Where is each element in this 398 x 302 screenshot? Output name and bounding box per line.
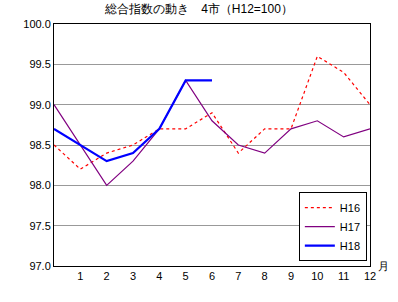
svg-text:総合指数の動き 4市（H12=100）: 総合指数の動き 4市（H12=100） [104, 2, 293, 16]
svg-text:11: 11 [338, 270, 349, 282]
svg-text:97.5: 97.5 [29, 220, 50, 232]
svg-text:月: 月 [378, 260, 389, 272]
svg-text:98.5: 98.5 [29, 139, 50, 151]
svg-text:H17: H17 [340, 221, 360, 233]
svg-text:H18: H18 [340, 240, 360, 252]
svg-text:1: 1 [77, 270, 83, 282]
svg-text:4: 4 [156, 270, 162, 282]
svg-text:99.0: 99.0 [29, 99, 50, 111]
svg-text:97.0: 97.0 [29, 260, 50, 272]
svg-text:5: 5 [183, 270, 189, 282]
svg-text:6: 6 [209, 270, 215, 282]
svg-text:7: 7 [235, 270, 241, 282]
svg-text:2: 2 [104, 270, 110, 282]
svg-text:H16: H16 [340, 202, 360, 214]
svg-text:10: 10 [311, 270, 323, 282]
svg-text:100.0: 100.0 [23, 18, 51, 30]
svg-text:12: 12 [364, 270, 376, 282]
svg-text:98.0: 98.0 [29, 179, 50, 191]
svg-text:9: 9 [288, 270, 294, 282]
svg-text:99.5: 99.5 [29, 58, 50, 70]
svg-text:8: 8 [262, 270, 268, 282]
svg-text:3: 3 [130, 270, 136, 282]
